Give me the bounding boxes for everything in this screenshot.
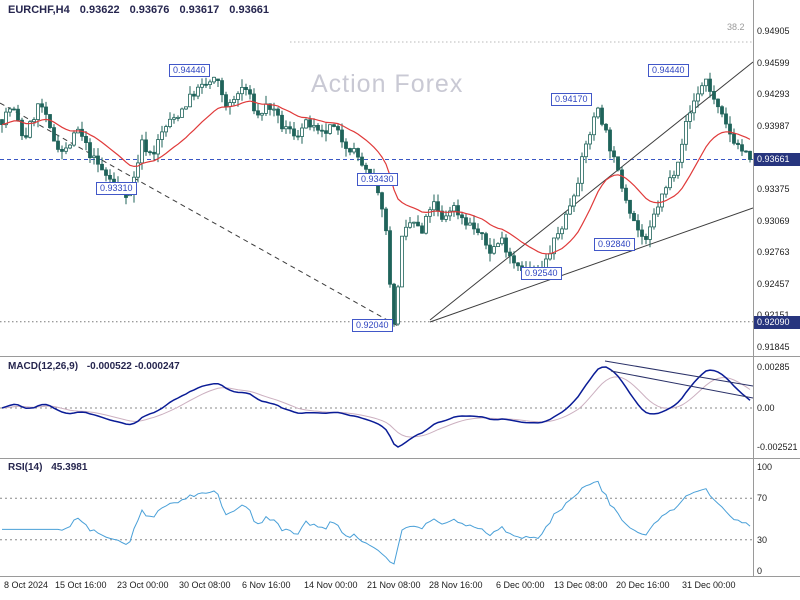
support-price-tag: 0.92090 [754, 316, 800, 329]
price-axis-label: 0.92763 [757, 247, 790, 257]
price-axis-label: 0.94905 [757, 26, 790, 36]
time-axis-label: 20 Dec 16:00 [616, 580, 670, 590]
time-axis-label: 15 Oct 16:00 [55, 580, 107, 590]
rsi-name: RSI(14) [8, 462, 43, 473]
rsi-axis-label: 0 [757, 566, 763, 576]
price-axis-label: 0.92151 [757, 310, 790, 320]
watermark: Action Forex [311, 70, 464, 98]
macd-axis-label: 0.00 [757, 403, 775, 413]
macd-values: -0.000522 -0.000247 [86, 361, 180, 372]
macd-axis-label: 0.00285 [757, 362, 790, 372]
price-annotation-label[interactable]: 0.92540 [521, 267, 562, 280]
time-axis-label: 31 Dec 00:00 [682, 580, 736, 590]
time-axis-label: 23 Oct 00:00 [117, 580, 169, 590]
price-axis-label: 0.94599 [757, 58, 790, 68]
price-annotation-label[interactable]: 0.94440 [169, 64, 210, 77]
time-axis-label: 6 Nov 16:00 [242, 580, 291, 590]
rsi-axis-label: 70 [757, 493, 768, 503]
price-annotation-label[interactable]: 0.92040 [352, 319, 393, 332]
rsi-panel[interactable] [0, 480, 753, 565]
macd-panel[interactable] [0, 360, 753, 448]
price-axis-label: 0.93069 [757, 216, 790, 226]
price-annotation-label[interactable]: 0.92840 [594, 238, 635, 251]
price-annotation-label[interactable]: 0.94170 [551, 93, 592, 106]
trendline[interactable] [429, 61, 753, 321]
price-axis-label: 0.91845 [757, 342, 790, 352]
rsi-value: 45.3981 [51, 462, 88, 473]
trendline[interactable] [0, 102, 399, 327]
time-axis-label: 21 Nov 08:00 [367, 580, 421, 590]
current-price-tag: 0.93661 [754, 153, 800, 166]
time-axis-label: 30 Oct 08:00 [179, 580, 231, 590]
macd-trendline[interactable] [610, 370, 753, 399]
candlestick-series [0, 72, 752, 327]
ohlc-open: 0.93622 [79, 4, 120, 16]
moving-average-line [1, 100, 751, 255]
rsi-line [2, 480, 751, 565]
price-annotation-label[interactable]: 0.93430 [357, 173, 398, 186]
macd-axis-label: -0.002521 [757, 442, 798, 452]
fib-382-label: 38.2 [727, 22, 745, 32]
macd-line [1, 366, 751, 448]
price-annotation-label[interactable]: 0.93310 [96, 182, 137, 195]
time-axis-label: 28 Nov 16:00 [429, 580, 483, 590]
time-axis-label: 14 Nov 00:00 [304, 580, 358, 590]
chart-header: EURCHF,H4 0.93622 0.93676 0.93617 0.9366… [8, 4, 276, 16]
ohlc-close: 0.93661 [229, 4, 270, 16]
time-axis-label: 8 Oct 2024 [4, 580, 49, 590]
macd-indicator-label: MACD(12,26,9) -0.000522 -0.000247 [8, 361, 180, 372]
time-axis-label: 13 Dec 08:00 [554, 580, 608, 590]
price-axis-label: 0.92457 [757, 279, 790, 289]
ohlc-low: 0.93617 [179, 4, 220, 16]
macd-trendline[interactable] [604, 360, 753, 387]
price-axis-label: 0.93987 [757, 121, 790, 131]
macd-name: MACD(12,26,9) [8, 361, 79, 372]
trendline[interactable] [429, 207, 753, 323]
macd-signal-line [1, 376, 751, 438]
symbol-timeframe: EURCHF,H4 [8, 4, 70, 16]
price-axis-label: 0.93375 [757, 184, 790, 194]
rsi-indicator-label: RSI(14) 45.3981 [8, 462, 87, 473]
ohlc-high: 0.93676 [129, 4, 170, 16]
price-axis-label: 0.94293 [757, 89, 790, 99]
price-annotation-label[interactable]: 0.94440 [648, 64, 689, 77]
rsi-axis-label: 100 [757, 462, 773, 472]
rsi-axis-label: 30 [757, 535, 768, 545]
time-axis-label: 6 Dec 00:00 [496, 580, 545, 590]
